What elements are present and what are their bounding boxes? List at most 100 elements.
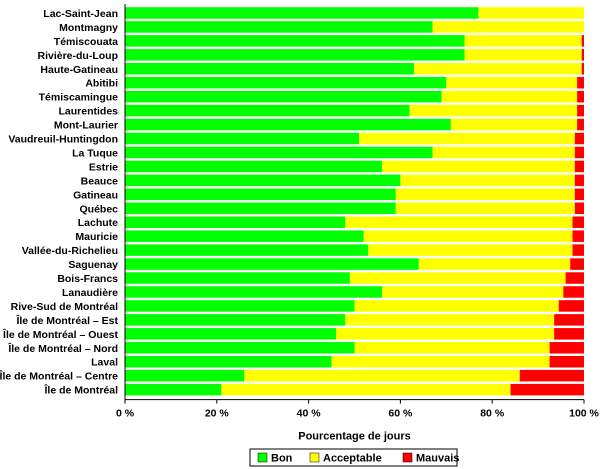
bar-segment-mauvais	[577, 118, 584, 131]
category-label: Île de Montréal – Centre	[0, 370, 118, 383]
category-label: Saguenay	[68, 259, 118, 271]
bar-segment-mauvais	[572, 230, 584, 242]
bar-segment-acceptable	[359, 132, 575, 145]
bar-segment-mauvais	[577, 76, 584, 89]
category-label: Mauricie	[75, 231, 118, 243]
bar-segment-mauvais	[581, 35, 584, 47]
bar-segment-bon	[125, 63, 415, 75]
bar-segment-mauvais	[572, 216, 584, 228]
bar-segment-mauvais	[554, 314, 584, 326]
category-labels: Lac-Saint-Jean Montmagny Témiscouata Rivièr…	[0, 8, 119, 397]
bar-segment-acceptable	[409, 104, 578, 117]
bar-segment-bon	[125, 272, 350, 284]
bar-segment-bon	[125, 118, 451, 131]
category-label: Île de Montréal – Nord	[7, 342, 118, 355]
bar-segment-mauvais	[574, 188, 584, 201]
bar-segment-acceptable	[450, 118, 578, 131]
x-tick-label: 80 %	[480, 408, 505, 420]
legend-label-bon: Bon	[271, 453, 293, 465]
bar-segment-mauvais	[581, 63, 584, 75]
bar-segment-mauvais	[563, 286, 584, 298]
bar-segment-mauvais	[574, 146, 584, 159]
category-label: Laval	[91, 357, 118, 369]
bar-segment-acceptable	[464, 49, 582, 61]
category-label: Lac-Saint-Jean	[43, 8, 118, 20]
bar-segment-acceptable	[432, 21, 584, 33]
legend-label-mauvais: Mauvais	[416, 453, 459, 465]
category-label: Témiscouata	[54, 36, 118, 48]
category-label: Île de Montréal	[43, 384, 118, 397]
bar-segment-mauvais	[577, 90, 584, 103]
bar-segment-bon	[125, 202, 396, 215]
bar-segment-mauvais	[558, 300, 584, 312]
category-label: Québec	[79, 203, 118, 215]
bar-segment-bon	[125, 328, 337, 340]
bar-segment-bon	[125, 174, 401, 187]
bar-segment-acceptable	[400, 174, 575, 187]
bar-segment-acceptable	[441, 90, 578, 103]
bar-segment-bon	[125, 355, 332, 368]
bar-segment-mauvais	[574, 160, 584, 173]
bar-segment-bon	[125, 216, 346, 228]
bar-segment-bon	[125, 244, 369, 256]
category-label: Vallée-du-Richelieu	[22, 245, 118, 257]
bar-segment-mauvais	[554, 328, 584, 340]
bar-segment-bon	[125, 132, 360, 145]
category-label: Bois-Francs	[57, 273, 118, 285]
bar-segment-bon	[125, 76, 447, 89]
bar-segment-bon	[125, 258, 419, 270]
bar-segment-acceptable	[331, 355, 550, 368]
category-label: Gatineau	[73, 189, 118, 201]
bar-segment-bon	[125, 146, 433, 159]
bar-segment-mauvais	[549, 342, 584, 354]
bar-segment-bon	[125, 160, 383, 173]
bars-layer	[125, 7, 584, 396]
category-label: Lachute	[78, 217, 118, 229]
bar-segment-mauvais	[574, 202, 584, 215]
category-label: Abitibi	[85, 78, 118, 90]
x-tick-label: 20 %	[205, 408, 230, 420]
bar-segment-bon	[125, 90, 442, 103]
category-label: Île de Montréal – Est	[15, 314, 118, 327]
bar-segment-acceptable	[382, 286, 564, 298]
x-tick-label: 40 %	[297, 408, 322, 420]
bar-segment-acceptable	[345, 314, 555, 326]
bar-segment-acceptable	[395, 202, 575, 215]
bar-segment-acceptable	[395, 188, 575, 201]
bar-segment-bon	[125, 7, 479, 19]
legend-swatch-mauvais	[402, 452, 413, 463]
bar-segment-acceptable	[368, 244, 573, 256]
category-label: Rivière-du-Loup	[38, 50, 119, 62]
legend: Bon Acceptable Mauvais	[249, 448, 459, 467]
bar-segment-acceptable	[382, 160, 575, 173]
category-label: La Tuque	[72, 147, 118, 159]
x-axis-title: Pourcentage de jours	[298, 431, 410, 443]
legend-label-acceptable: Acceptable	[323, 453, 382, 465]
bar-segment-acceptable	[464, 35, 582, 47]
bar-segment-bon	[125, 369, 245, 382]
category-label: Rive-Sud de Montréal	[11, 301, 118, 313]
bar-segment-mauvais	[572, 244, 584, 256]
bar-segment-acceptable	[354, 342, 550, 354]
bar-segment-acceptable	[418, 258, 571, 270]
x-axis: 0 % 20 % 40 % 60 % 80 % 100 %	[116, 4, 600, 420]
bar-segment-acceptable	[244, 369, 520, 382]
category-label: Montmagny	[59, 22, 118, 34]
category-label: Témiscamingue	[39, 92, 119, 104]
x-tick-label: 60 %	[388, 408, 413, 420]
bar-segment-bon	[125, 300, 355, 312]
bar-segment-bon	[125, 230, 364, 242]
bar-segment-mauvais	[519, 369, 584, 382]
bar-segment-bon	[125, 383, 222, 396]
bar-segment-bon	[125, 342, 355, 354]
bar-segment-bon	[125, 314, 346, 326]
bar-segment-acceptable	[336, 328, 555, 340]
x-tick-label: 100 %	[569, 408, 599, 420]
bar-segment-acceptable	[432, 146, 575, 159]
category-label: Mont-Laurier	[54, 120, 118, 132]
bar-segment-mauvais	[510, 383, 584, 396]
bar-segment-bon	[125, 188, 396, 201]
legend-swatch-bon	[257, 452, 268, 463]
bar-segment-bon	[125, 49, 465, 61]
